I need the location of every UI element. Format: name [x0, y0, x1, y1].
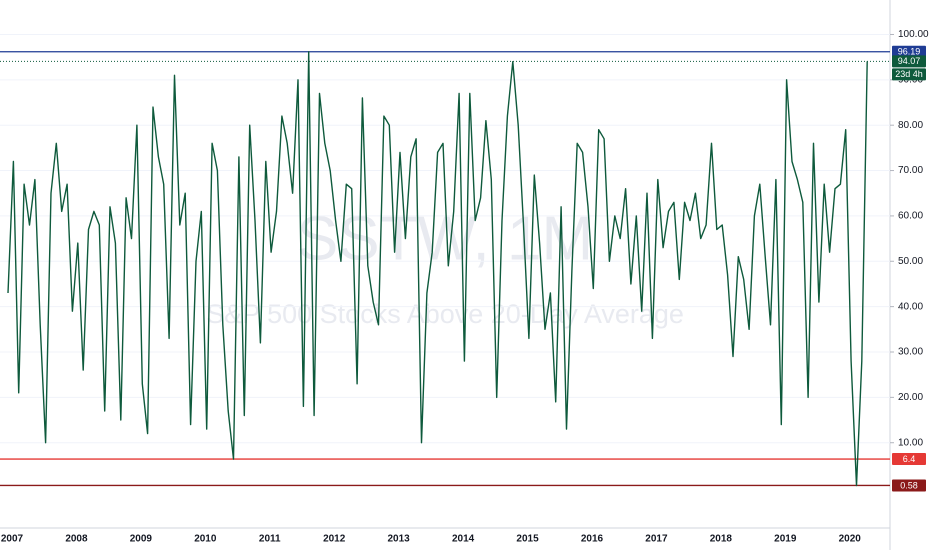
y-tick-label: 10.00 [898, 437, 923, 448]
level-label-box [892, 479, 926, 492]
x-tick-label: 2018 [710, 534, 733, 545]
x-tick-label: 2009 [130, 534, 153, 545]
x-tick-label: 2020 [839, 534, 862, 545]
x-tick-label: 2016 [581, 534, 604, 545]
y-tick-label: 20.00 [898, 392, 923, 403]
x-tick-label: 2011 [259, 534, 281, 545]
x-tick-label: 2010 [194, 534, 217, 545]
y-tick-label: 50.00 [898, 256, 923, 267]
last-value-label: 94.07 [898, 56, 921, 66]
watermark-title: SSTW, 1M [297, 204, 593, 273]
countdown-label: 23d 4h [895, 69, 923, 79]
y-tick-label: 60.00 [898, 211, 923, 222]
x-tick-label: 2007 [1, 534, 24, 545]
x-tick-label: 2017 [645, 534, 668, 545]
x-tick-label: 2014 [452, 534, 475, 545]
y-tick-label: 80.00 [898, 120, 923, 131]
x-tick-label: 2015 [516, 534, 539, 545]
level-label-box [892, 45, 926, 58]
series-line [7, 51, 868, 487]
watermark-subtitle: S&P 500 Stocks Above 20-Day Average [206, 299, 684, 329]
x-tick-label: 2019 [774, 534, 797, 545]
y-tick-label: 100.00 [898, 29, 929, 40]
level-label-box [892, 453, 926, 466]
x-tick-label: 2012 [323, 534, 346, 545]
level-label: 96.19 [898, 47, 921, 57]
y-tick-label: 40.00 [898, 301, 923, 312]
level-label: 6.4 [903, 454, 916, 464]
y-tick-label: 30.00 [898, 347, 923, 358]
x-tick-label: 2013 [388, 534, 411, 545]
level-label: 0.58 [900, 480, 918, 490]
last-value-box [892, 55, 926, 68]
countdown-box [892, 68, 926, 81]
y-tick-label: 70.00 [898, 165, 923, 176]
x-tick-label: 2008 [65, 534, 88, 545]
